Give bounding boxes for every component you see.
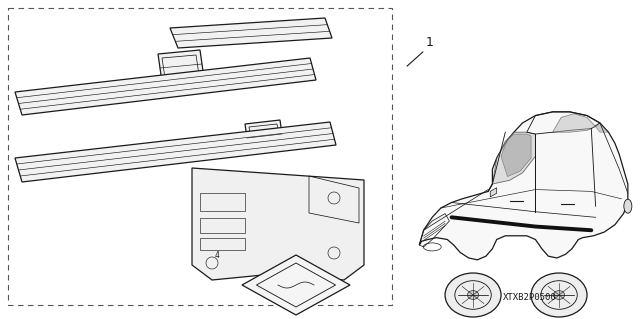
- Bar: [200, 238, 245, 250]
- Text: 4: 4: [214, 251, 220, 261]
- Ellipse shape: [624, 199, 632, 213]
- Bar: [200, 193, 245, 211]
- Ellipse shape: [445, 273, 501, 317]
- Polygon shape: [596, 123, 609, 132]
- Bar: [200, 218, 245, 233]
- Polygon shape: [490, 188, 497, 197]
- Polygon shape: [170, 18, 332, 48]
- Text: XTXB2P0500: XTXB2P0500: [503, 293, 557, 302]
- Ellipse shape: [531, 273, 587, 317]
- Bar: [8, 8, 392, 305]
- Text: 1: 1: [426, 35, 434, 48]
- Polygon shape: [15, 122, 336, 182]
- Polygon shape: [242, 255, 350, 315]
- Polygon shape: [158, 50, 204, 82]
- Polygon shape: [552, 114, 596, 132]
- Polygon shape: [492, 132, 536, 184]
- Ellipse shape: [467, 291, 479, 300]
- Polygon shape: [15, 58, 316, 115]
- Polygon shape: [192, 168, 364, 288]
- Polygon shape: [245, 120, 284, 152]
- Ellipse shape: [554, 291, 564, 300]
- Polygon shape: [501, 134, 531, 177]
- Polygon shape: [419, 112, 628, 260]
